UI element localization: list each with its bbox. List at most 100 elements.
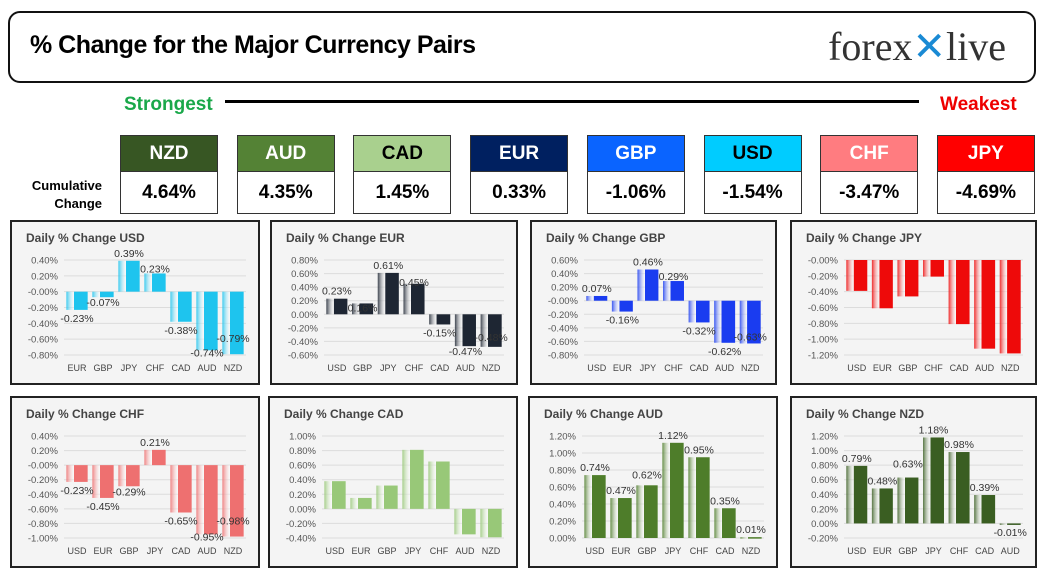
x-tick-label: GBP	[377, 546, 396, 556]
data-label: 0.45%	[399, 277, 429, 289]
x-tick-label: GBP	[898, 546, 917, 556]
x-tick-label: CAD	[715, 546, 735, 556]
bar-gbp	[897, 477, 919, 524]
x-tick-label: GBP	[93, 363, 112, 373]
y-tick-label: -0.40%	[28, 319, 59, 330]
data-label: -0.95%	[190, 531, 223, 543]
x-tick-label: NZD	[224, 363, 243, 373]
bar-aud	[999, 523, 1021, 525]
x-tick-label: AUD	[455, 546, 475, 556]
currency-box-gbp: GBP -1.06%	[586, 135, 685, 214]
y-tick-label: -0.20%	[288, 323, 319, 334]
forexlive-logo: forex✕live	[828, 24, 1006, 69]
y-tick-label: 0.20%	[31, 446, 58, 457]
data-label: 1.18%	[919, 424, 949, 436]
y-tick-label: 0.20%	[289, 490, 316, 501]
x-tick-label: GBP	[637, 546, 656, 556]
x-tick-label: JPY	[405, 546, 422, 556]
x-tick-label: USD	[327, 363, 347, 373]
x-tick-label: AUD	[456, 363, 476, 373]
y-tick-label: -0.60%	[28, 335, 59, 346]
bar-chart: Daily % Change CHF -1.00% -0.80% -0.60% -0.4…	[26, 407, 250, 556]
data-label: -0.74%	[190, 347, 223, 359]
x-tick-label: AUD	[715, 363, 735, 373]
data-label: -0.48%	[475, 332, 508, 344]
bar-chf	[948, 452, 970, 524]
bar-eur	[871, 488, 893, 524]
y-tick-label: -0.40%	[808, 287, 839, 298]
x-tick-label: NZD	[741, 363, 760, 373]
y-tick-label: 0.60%	[289, 461, 316, 472]
bar-cad	[170, 465, 192, 513]
x-tick-label: NZD	[482, 546, 501, 556]
cumulative-change-value: 1.45%	[353, 172, 452, 214]
bar-chf	[428, 461, 450, 509]
y-tick-label: -0.20%	[808, 271, 839, 282]
y-tick-label: 0.60%	[549, 483, 576, 494]
bar-cad	[948, 260, 970, 325]
data-label: 0.74%	[580, 462, 610, 474]
bar-usd	[846, 465, 868, 524]
chart-eur: Daily % Change EUR -0.60% -0.40% -0.20% 0.00…	[270, 220, 518, 385]
y-tick-label: 0.80%	[289, 446, 316, 457]
y-tick-label: -1.00%	[28, 534, 59, 545]
data-label: -0.32%	[682, 325, 715, 337]
y-tick-label: 0.20%	[811, 504, 838, 515]
y-tick-label: -0.20%	[28, 475, 59, 486]
y-tick-label: -1.20%	[808, 351, 839, 362]
x-tick-label: GBP	[898, 363, 917, 373]
chart-title: Daily % Change USD	[26, 231, 145, 245]
bar-eur	[610, 498, 632, 538]
data-label: 0.79%	[842, 453, 872, 465]
y-tick-label: -0.80%	[28, 519, 59, 530]
y-tick-label: 0.80%	[291, 256, 318, 267]
bar-jpy	[377, 272, 399, 315]
cumulative-change-value: -3.47%	[820, 172, 919, 214]
x-tick-label: USD	[847, 546, 867, 556]
y-tick-label: 0.40%	[289, 475, 316, 486]
chart-title: Daily % Change NZD	[806, 407, 924, 421]
bar-gbp	[118, 465, 140, 487]
chart-chf: Daily % Change CHF -1.00% -0.80% -0.60% -0.4…	[10, 396, 260, 568]
bar-jpy	[637, 269, 659, 301]
y-tick-label: -0.20%	[28, 303, 59, 314]
bar-gbp	[376, 485, 398, 509]
data-label: -0.15%	[423, 327, 456, 339]
y-tick-label: -0.00%	[808, 256, 839, 267]
x-tick-label: AUD	[197, 546, 217, 556]
x-tick-label: USD	[325, 546, 345, 556]
data-label: 0.35%	[710, 495, 740, 507]
x-tick-label: CAD	[430, 363, 450, 373]
bar-chf	[688, 457, 710, 538]
y-tick-label: 0.00%	[549, 534, 576, 545]
bar-chart: Daily % Change CAD -0.40% -0.20% 0.00% 0.20%…	[284, 407, 504, 556]
y-tick-label: 0.00%	[289, 504, 316, 515]
data-label: -0.23%	[60, 485, 93, 497]
currency-box-usd: USD -1.54%	[703, 135, 802, 214]
y-tick-label: 0.40%	[549, 500, 576, 511]
y-tick-label: -0.80%	[28, 351, 59, 362]
data-label: 0.62%	[632, 469, 662, 481]
currency-name: AUD	[236, 135, 335, 172]
bar-jpy	[662, 442, 684, 538]
y-tick-label: 0.60%	[291, 269, 318, 280]
x-tick-label: EUR	[611, 546, 631, 556]
bar-nzd	[999, 260, 1021, 354]
bar-gbp	[636, 485, 658, 538]
data-label: -0.38%	[164, 325, 197, 337]
data-label: -0.01%	[994, 527, 1027, 539]
chart-title: Daily % Change AUD	[544, 407, 663, 421]
data-label: 0.23%	[140, 263, 170, 275]
data-label: 0.48%	[867, 475, 897, 487]
y-tick-label: -0.40%	[288, 337, 319, 348]
bar-usd	[66, 465, 88, 482]
data-label: 0.23%	[322, 286, 352, 298]
bar-chart: Daily % Change JPY -1.20% -1.00% -0.80% -0.6…	[806, 231, 1023, 373]
y-tick-label: 0.80%	[811, 461, 838, 472]
x-tick-label: JPY	[665, 546, 682, 556]
chart-title: Daily % Change CHF	[26, 407, 144, 421]
header-box: % Change for the Major Currency Pairs fo…	[8, 11, 1036, 83]
y-tick-label: -0.60%	[288, 351, 319, 362]
bar-usd	[324, 481, 346, 509]
strongest-label: Strongest	[124, 94, 213, 115]
